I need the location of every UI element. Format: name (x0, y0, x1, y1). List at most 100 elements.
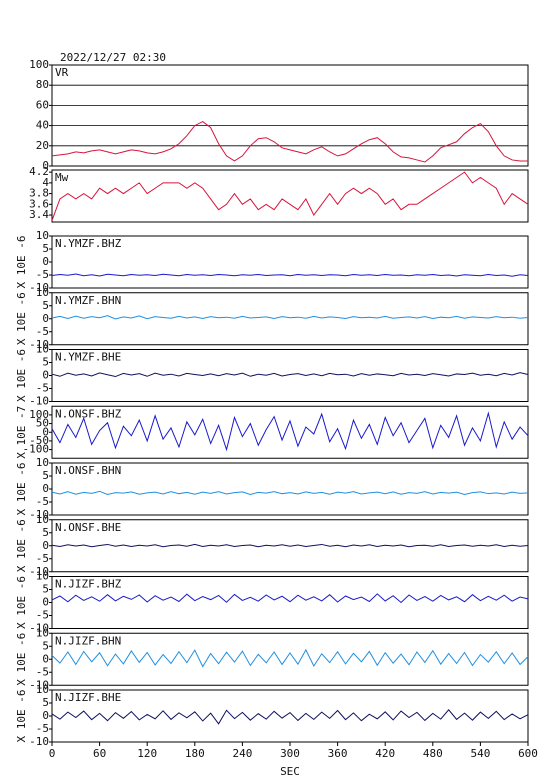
y-tick-label: 4 (42, 176, 49, 189)
y-tick-label: 0 (42, 312, 49, 325)
y-tick-label: 10 (36, 343, 49, 356)
y-tick-label: -5 (36, 268, 49, 281)
y-axis-label: X 10E -7 (15, 406, 28, 459)
y-tick-label: 10 (36, 229, 49, 242)
y-tick-label: 0 (42, 159, 49, 172)
data-line (51, 708, 529, 725)
y-axis-label: X 10E -6 (15, 690, 28, 743)
x-tick-label: 360 (328, 747, 348, 760)
y-tick-label: 0 (42, 539, 49, 552)
y-tick-label: 5 (42, 242, 49, 255)
x-tick-label: 240 (232, 747, 252, 760)
x-tick-label: 180 (185, 747, 205, 760)
y-tick-label: 40 (36, 119, 49, 132)
data-line (51, 411, 529, 452)
y-tick-label: -5 (36, 665, 49, 678)
y-tick-label: 5 (42, 299, 49, 312)
x-tick-label: 60 (93, 747, 106, 760)
series-label: N.YMZF.BHN (55, 294, 121, 307)
data-line (51, 171, 529, 221)
y-tick-label: -10 (29, 565, 49, 578)
y-tick-label: -10 (29, 395, 49, 408)
x-tick-label: 480 (423, 747, 443, 760)
y-tick-label: 5 (42, 696, 49, 709)
y-tick-label: 10 (36, 513, 49, 526)
y-tick-label: -10 (29, 735, 49, 748)
y-tick-label: 5 (42, 356, 49, 369)
y-tick-label: 0 (42, 482, 49, 495)
chart-title: 2022/12/27 02:30 (60, 51, 166, 64)
series-label: N.JIZF.BHZ (55, 578, 122, 591)
y-tick-label: 5 (42, 526, 49, 539)
y-tick-label: 0 (42, 652, 49, 665)
y-tick-label: -5 (36, 722, 49, 735)
x-tick-label: 420 (375, 747, 395, 760)
data-line (51, 648, 529, 668)
data-line (51, 372, 529, 378)
series-label: VR (55, 66, 69, 79)
y-tick-label: 0 (42, 596, 49, 609)
data-line (51, 543, 529, 548)
y-tick-label: 10 (36, 626, 49, 639)
y-tick-label: -5 (36, 325, 49, 338)
series-label: N.YMZF.BHE (55, 351, 121, 364)
x-tick-label: 540 (470, 747, 490, 760)
y-tick-label: 80 (36, 78, 49, 91)
y-tick-label: 5 (42, 469, 49, 482)
y-tick-label: -5 (36, 382, 49, 395)
y-tick-label: -5 (36, 552, 49, 565)
y-tick-label: -10 (29, 338, 49, 351)
y-tick-label: 10 (36, 456, 49, 469)
y-axis-label: X 10E -6 (15, 576, 28, 629)
y-axis-label: X 10E -6 (15, 463, 28, 516)
x-tick-label: 600 (518, 747, 538, 760)
y-tick-label: -5 (36, 495, 49, 508)
y-tick-label: 0 (42, 709, 49, 722)
y-tick-label: 0 (42, 255, 49, 268)
y-tick-label: 60 (36, 98, 49, 111)
y-tick-label: 100 (29, 408, 49, 421)
y-tick-label: -50 (29, 434, 49, 447)
y-tick-label: -10 (29, 508, 49, 521)
y-tick-label: 10 (36, 286, 49, 299)
x-tick-label: 0 (49, 747, 56, 760)
y-tick-label: 3.4 (29, 208, 49, 221)
series-label: N.YMZF.BHZ (55, 237, 122, 250)
y-tick-label: -10 (29, 678, 49, 691)
y-tick-label: -10 (29, 622, 49, 635)
data-line (51, 273, 529, 277)
x-tick-label: 120 (137, 747, 157, 760)
series-label: Mw (55, 171, 69, 184)
y-tick-label: 10 (36, 683, 49, 696)
y-axis-label: X 10E -6 (15, 292, 28, 345)
y-tick-label: -10 (29, 281, 49, 294)
y-tick-label: 50 (36, 417, 49, 430)
data-line (51, 593, 529, 604)
series-label: N.JIZF.BHN (55, 634, 121, 647)
y-tick-label: 5 (42, 639, 49, 652)
y-tick-label: 100 (29, 58, 49, 71)
series-label: N.ONSF.BHE (55, 521, 121, 534)
y-tick-label: 10 (36, 570, 49, 583)
y-tick-label: 4.2 (29, 165, 49, 178)
y-tick-label: 5 (42, 583, 49, 596)
series-label: N.ONSF.BHZ (55, 407, 122, 420)
y-axis-label: X 10E -6 (15, 519, 28, 572)
y-tick-label: -5 (36, 609, 49, 622)
y-axis-label: X 10E -6 (15, 633, 28, 686)
y-tick-label: 3.8 (29, 187, 49, 200)
x-axis-label: SEC (280, 765, 300, 778)
panel-frame (51, 169, 529, 223)
data-line (51, 490, 529, 495)
y-axis-label: X 10E -6 (15, 236, 28, 289)
y-tick-label: 0 (42, 425, 49, 438)
data-line (51, 315, 529, 320)
y-tick-label: 0 (42, 369, 49, 382)
data-line (51, 120, 528, 163)
series-label: N.ONSF.BHN (55, 464, 121, 477)
y-tick-label: -100 (23, 443, 50, 456)
y-tick-label: 20 (36, 139, 49, 152)
x-tick-label: 300 (280, 747, 300, 760)
